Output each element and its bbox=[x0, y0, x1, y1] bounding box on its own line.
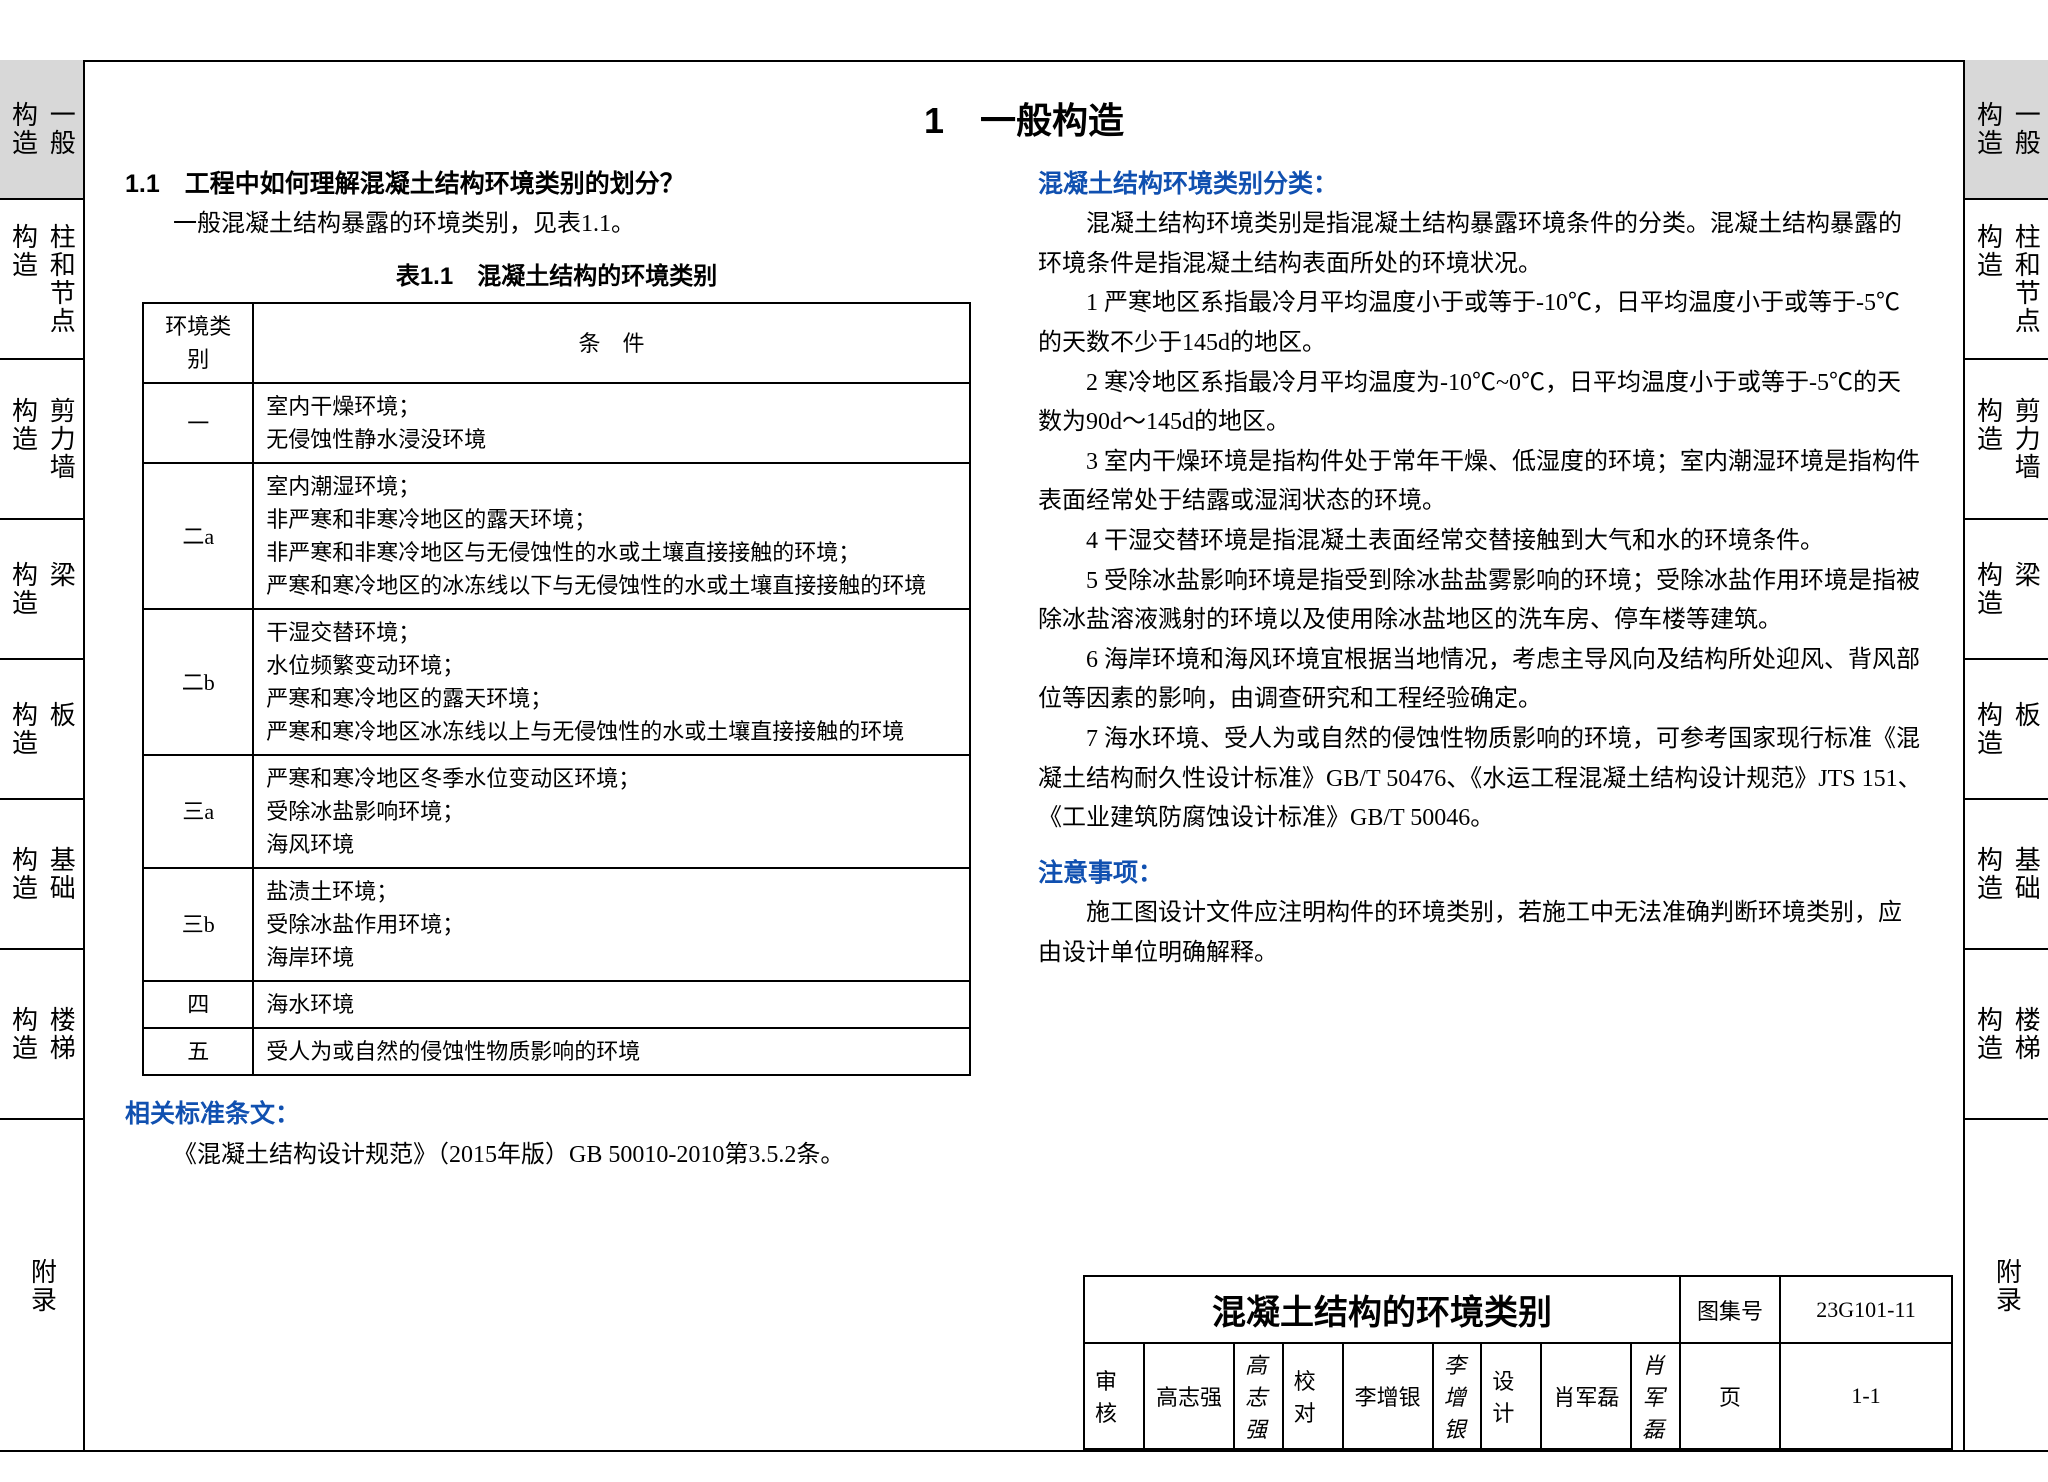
table-caption: 表1.1 混凝土结构的环境类别 bbox=[125, 257, 988, 297]
atlas-label: 图集号 bbox=[1681, 1277, 1781, 1342]
tb-label: 审核 bbox=[1085, 1344, 1145, 1448]
condition-cell: 室内潮湿环境； 非严寒和非寒冷地区的露天环境； 非严寒和非寒冷地区与无侵蚀性的水… bbox=[253, 463, 970, 609]
condition-cell: 受人为或自然的侵蚀性物质影响的环境 bbox=[253, 1028, 970, 1075]
drawing-title: 混凝土结构的环境类别 bbox=[1085, 1277, 1681, 1342]
classification-heading: 混凝土结构环境类别分类： bbox=[1038, 164, 1923, 205]
chapter-title: 1 一般构造 bbox=[125, 92, 1923, 144]
condition-cell: 严寒和寒冷地区冬季水位变动区环境； 受除冰盐影响环境； 海风环境 bbox=[253, 755, 970, 868]
category-cell: 三a bbox=[143, 755, 253, 868]
category-cell: 二a bbox=[143, 463, 253, 609]
table-row: 一室内干燥环境； 无侵蚀性静水浸没环境 bbox=[143, 383, 970, 463]
side-tab[interactable]: 构造板 bbox=[1965, 660, 2048, 800]
paragraph: 3 室内干燥环境是指构件处于常年干燥、低湿度的环境；室内潮湿环境是指构件表面经常… bbox=[1038, 443, 1923, 522]
tb-name: 李增银 bbox=[1344, 1344, 1434, 1448]
category-cell: 四 bbox=[143, 981, 253, 1028]
condition-cell: 盐渍土环境； 受除冰盐作用环境； 海岸环境 bbox=[253, 868, 970, 981]
side-tab[interactable]: 构造楼梯 bbox=[1965, 950, 2048, 1120]
side-tabs-right: 构造一般构造柱和节点构造剪力墙构造梁构造板构造基础构造楼梯附录 bbox=[1963, 60, 2048, 1452]
tb-name: 肖军磊 bbox=[1542, 1344, 1632, 1448]
category-cell: 二b bbox=[143, 609, 253, 755]
side-tab[interactable]: 构造剪力墙 bbox=[1965, 360, 2048, 520]
paragraph: 混凝土结构环境类别是指混凝土结构暴露环境条件的分类。混凝土结构暴露的环境条件是指… bbox=[1038, 205, 1923, 284]
side-tabs-left: 构造一般构造柱和节点构造剪力墙构造梁构造板构造基础构造楼梯附录 bbox=[0, 60, 85, 1452]
paragraph: 6 海岸环境和海风环境宜根据当地情况，考虑主导风向及结构所处迎风、背风部位等因素… bbox=[1038, 641, 1923, 720]
category-cell: 三b bbox=[143, 868, 253, 981]
intro-text: 一般混凝土结构暴露的环境类别，见表1.1。 bbox=[125, 205, 988, 245]
tb-signature: 李增银 bbox=[1434, 1344, 1483, 1448]
atlas-number: 23G101-11 bbox=[1781, 1277, 1951, 1342]
table-row: 五受人为或自然的侵蚀性物质影响的环境 bbox=[143, 1028, 970, 1075]
tb-signature: 高志强 bbox=[1235, 1344, 1284, 1448]
paragraph: 1 严寒地区系指最冷月平均温度小于或等于-10℃，日平均温度小于或等于-5℃的天… bbox=[1038, 284, 1923, 363]
table-row: 三b盐渍土环境； 受除冰盐作用环境； 海岸环境 bbox=[143, 868, 970, 981]
title-block: 混凝土结构的环境类别 图集号 23G101-11 审核高志强高志强校对李增银李增… bbox=[1083, 1275, 1953, 1450]
standards-heading: 相关标准条文： bbox=[125, 1094, 988, 1135]
tb-label: 校对 bbox=[1284, 1344, 1344, 1448]
side-tab[interactable]: 构造柱和节点 bbox=[0, 200, 83, 360]
table-header-condition: 条 件 bbox=[253, 303, 970, 383]
content-area: 1 一般构造 1.1 工程中如何理解混凝土结构环境类别的划分？ 一般混凝土结构暴… bbox=[95, 62, 1953, 1450]
side-tab[interactable]: 构造一般 bbox=[1965, 60, 2048, 200]
side-tab[interactable]: 构造基础 bbox=[0, 800, 83, 950]
side-tab[interactable]: 构造柱和节点 bbox=[1965, 200, 2048, 360]
table-row: 二a室内潮湿环境； 非严寒和非寒冷地区的露天环境； 非严寒和非寒冷地区与无侵蚀性… bbox=[143, 463, 970, 609]
paragraph: 4 干湿交替环境是指混凝土表面经常交替接触到大气和水的环境条件。 bbox=[1038, 522, 1923, 562]
tb-label: 设计 bbox=[1482, 1344, 1542, 1448]
side-tab[interactable]: 构造楼梯 bbox=[0, 950, 83, 1120]
side-tab[interactable]: 构造梁 bbox=[1965, 520, 2048, 660]
tb-signature: 肖军磊 bbox=[1632, 1344, 1681, 1448]
table-row: 二b干湿交替环境； 水位频繁变动环境； 严寒和寒冷地区的露天环境； 严寒和寒冷地… bbox=[143, 609, 970, 755]
side-tab[interactable]: 构造板 bbox=[0, 660, 83, 800]
paragraph: 7 海水环境、受人为或自然的侵蚀性物质影响的环境，可参考国家现行标准《混凝土结构… bbox=[1038, 720, 1923, 839]
category-cell: 一 bbox=[143, 383, 253, 463]
notes-heading: 注意事项： bbox=[1038, 853, 1923, 894]
environment-table: 环境类别 条 件 一室内干燥环境； 无侵蚀性静水浸没环境二a室内潮湿环境； 非严… bbox=[142, 302, 971, 1076]
table-header-category: 环境类别 bbox=[143, 303, 253, 383]
paragraph: 2 寒冷地区系指最冷月平均温度为-10℃~0℃，日平均温度小于或等于-5℃的天数… bbox=[1038, 364, 1923, 443]
right-column: 混凝土结构环境类别分类： 混凝土结构环境类别是指混凝土结构暴露环境条件的分类。混… bbox=[1038, 164, 1923, 1430]
side-tab[interactable]: 构造剪力墙 bbox=[0, 360, 83, 520]
side-tab[interactable]: 构造一般 bbox=[0, 60, 83, 200]
page-label: 页 bbox=[1681, 1344, 1781, 1448]
left-column: 1.1 工程中如何理解混凝土结构环境类别的划分？ 一般混凝土结构暴露的环境类别，… bbox=[125, 164, 988, 1430]
standards-text: 《混凝土结构设计规范》（2015年版）GB 50010-2010第3.5.2条。 bbox=[125, 1136, 988, 1176]
notes-text: 施工图设计文件应注明构件的环境类别，若施工中无法准确判断环境类别，应由设计单位明… bbox=[1038, 894, 1923, 973]
category-cell: 五 bbox=[143, 1028, 253, 1075]
table-row: 三a严寒和寒冷地区冬季水位变动区环境； 受除冰盐影响环境； 海风环境 bbox=[143, 755, 970, 868]
question-heading: 1.1 工程中如何理解混凝土结构环境类别的划分？ bbox=[125, 164, 988, 205]
condition-cell: 室内干燥环境； 无侵蚀性静水浸没环境 bbox=[253, 383, 970, 463]
condition-cell: 干湿交替环境； 水位频繁变动环境； 严寒和寒冷地区的露天环境； 严寒和寒冷地区冰… bbox=[253, 609, 970, 755]
side-tab[interactable]: 附录 bbox=[1965, 1120, 2048, 1452]
table-row: 四海水环境 bbox=[143, 981, 970, 1028]
tb-name: 高志强 bbox=[1145, 1344, 1235, 1448]
paragraph: 5 受除冰盐影响环境是指受到除冰盐盐雾影响的环境；受除冰盐作用环境是指被除冰盐溶… bbox=[1038, 562, 1923, 641]
side-tab[interactable]: 构造梁 bbox=[0, 520, 83, 660]
page-number: 1-1 bbox=[1781, 1344, 1951, 1448]
side-tab[interactable]: 构造基础 bbox=[1965, 800, 2048, 950]
side-tab[interactable]: 附录 bbox=[0, 1120, 83, 1452]
condition-cell: 海水环境 bbox=[253, 981, 970, 1028]
